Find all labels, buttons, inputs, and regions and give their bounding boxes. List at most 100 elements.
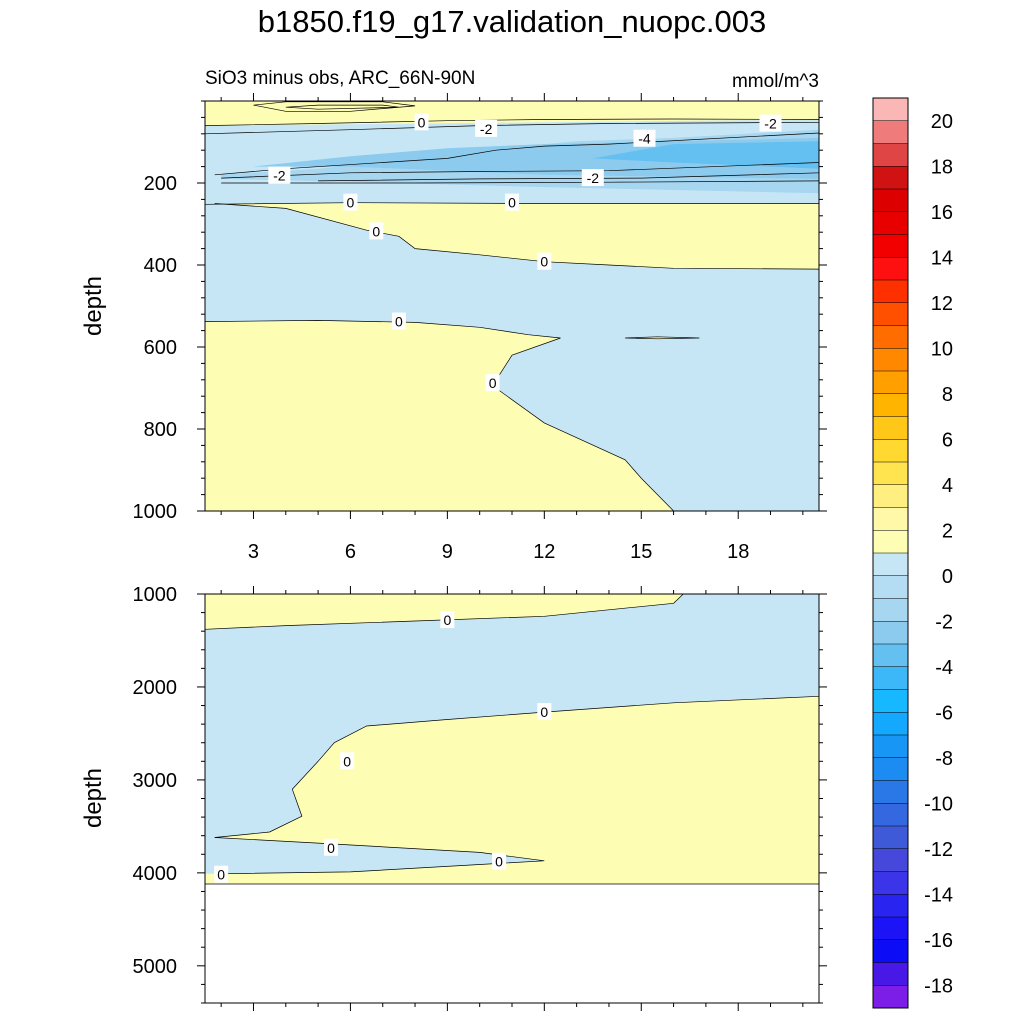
colorbar-swatch-30: [873, 780, 908, 804]
upper-contour-label-9: 0: [540, 254, 548, 270]
upper-contour-line-8: [205, 320, 674, 511]
colorbar-frame: [872, 97, 909, 1009]
colorbar-swatch-36: [873, 917, 908, 941]
upper-y-tick-label-2: 600: [144, 337, 177, 359]
upper-contour-label-bg-6: [343, 193, 358, 211]
colorbar-swatch-6: [873, 234, 908, 258]
lower-y-tick-label-4: 5000: [133, 956, 178, 978]
lower-contour-lines: [205, 594, 819, 885]
lower-contour-label-bg-3: [324, 838, 339, 856]
lower-band-region-2: [205, 837, 545, 874]
upper-contour-label-4: -2: [273, 168, 286, 184]
upper-band-region-2: [205, 203, 819, 511]
upper-contour-line-10: [285, 104, 399, 110]
colorbar-swatch-13: [873, 393, 908, 417]
upper-contour-label-2: -2: [764, 116, 777, 132]
colorbar-swatch-32: [873, 826, 908, 850]
colorbar-swatch-15: [873, 439, 908, 463]
upper-contour-label-6: 0: [347, 195, 355, 211]
colorbar-label-6: 8: [942, 384, 953, 406]
colorbar-swatch-22: [873, 598, 908, 622]
colorbar-swatch-18: [873, 507, 908, 531]
colorbar-label-2: 16: [931, 202, 953, 224]
upper-contour-label-bg-2: [759, 114, 782, 132]
upper-axes: 3 6 9 12 15 18 200 400 600 800 1000: [133, 93, 827, 563]
colorbar-swatch-16: [873, 462, 908, 486]
upper-contour-line-7: [214, 203, 819, 270]
lower-contour-labels: 0 0 0 0 0 0: [214, 611, 552, 883]
colorbar-swatch-20: [873, 553, 908, 577]
colorbar-swatch-34: [873, 871, 908, 895]
lower-y-tick-label-1: 2000: [133, 677, 178, 699]
upper-contour-line-2: [214, 132, 819, 176]
colorbar-swatch-23: [873, 621, 908, 645]
lower-contour-label-2: 0: [343, 753, 351, 769]
chart-title: b1850.f19_g17.validation_nuopc.003: [257, 4, 767, 39]
lower-axes: 1000 2000 3000 4000 5000: [133, 584, 827, 1011]
upper-contour-label-7: 0: [508, 195, 516, 211]
upper-contour-label-11: 0: [489, 375, 497, 391]
upper-x-tick-label-2: 9: [442, 541, 453, 563]
upper-y-axis-label: depth: [80, 276, 107, 336]
upper-subtitle-left: SiO3 minus obs, ARC_66N-90N: [205, 68, 475, 89]
colorbar-swatch-11: [873, 348, 908, 372]
upper-contour-lines: [205, 101, 819, 511]
colorbar-label-10: 0: [942, 566, 953, 588]
upper-contour-label-bg-7: [505, 193, 519, 211]
upper-contour-line-5: [221, 180, 819, 184]
colorbar-swatch-31: [873, 803, 908, 827]
upper-y-tick-label-1: 400: [144, 255, 177, 277]
upper-contour-line-11: [625, 336, 700, 340]
colorbar-swatch-26: [873, 689, 908, 713]
colorbar-label-13: -6: [935, 702, 953, 724]
colorbar-label-8: 4: [942, 475, 953, 497]
upper-contour-fills: [205, 101, 819, 511]
upper-contour-label-bg-1: [475, 119, 498, 137]
colorbar-swatch-37: [873, 939, 908, 963]
colorbar-swatch-21: [873, 575, 908, 599]
upper-contour-label-3: -4: [638, 131, 651, 147]
colorbar-swatch-35: [873, 894, 908, 918]
colorbar-label-4: 12: [931, 293, 953, 315]
colorbar-swatch-7: [873, 257, 908, 281]
colorbar-swatch-4: [873, 189, 908, 213]
upper-contour-label-5: -2: [587, 170, 600, 186]
upper-subtitle-right: mmol/m^3: [732, 71, 819, 92]
colorbar-label-5: 10: [931, 338, 953, 360]
upper-y-tick-label-4: 1000: [133, 501, 178, 523]
upper-contour-label-8: 0: [372, 223, 380, 239]
colorbar-swatch-17: [873, 484, 908, 508]
upper-contour-label-bg-3: [633, 129, 656, 147]
upper-contour-label-bg-5: [581, 169, 604, 187]
lower-contour-line-0: [205, 594, 684, 630]
upper-contour-line-3: [221, 162, 819, 179]
upper-x-tick-label-0: 3: [248, 541, 259, 563]
colorbar-swatch-25: [873, 666, 908, 690]
upper-panel: 0 -2 -2 -4 -2 -2 0 0 0 0 0 0 3 6 9 12 15 18 200 400 600 800 1…: [80, 68, 827, 563]
colorbar-swatch-24: [873, 644, 908, 668]
lower-contour-label-bg-4: [492, 852, 507, 870]
upper-contour-label-bg-8: [369, 222, 384, 240]
colorbar-label-0: 20: [931, 111, 953, 133]
lower-contour-label-4: 0: [495, 854, 503, 870]
colorbar-label-7: 6: [942, 429, 953, 451]
lower-contour-line-1: [214, 695, 819, 838]
upper-contour-label-bg-4: [268, 166, 291, 184]
lower-y-tick-label-3: 4000: [133, 863, 178, 885]
colorbar-swatch-28: [873, 735, 908, 759]
lower-contour-fills: [205, 594, 819, 884]
colorbar-label-19: -18: [924, 975, 953, 997]
colorbar-label-3: 14: [931, 247, 953, 269]
upper-contour-labels: 0 -2 -2 -4 -2 -2 0 0 0 0 0 0: [268, 113, 782, 392]
colorbar: 20181614121086420-2-4-6-8-10-12-14-16-18…: [872, 97, 953, 1024]
lower-contour-label-1: 0: [540, 704, 548, 720]
colorbar-swatch-19: [873, 530, 908, 554]
upper-contour-label-bg-0: [414, 113, 429, 131]
lower-contour-label-5: 0: [217, 867, 225, 883]
lower-contour-label-bg-0: [440, 611, 455, 629]
colorbar-swatch-8: [873, 280, 908, 304]
upper-band-region-5: [592, 141, 819, 169]
colorbar-label-20: -20: [924, 1021, 953, 1024]
colorbar-swatch-33: [873, 848, 908, 872]
upper-contour-label-bg-9: [537, 252, 552, 270]
